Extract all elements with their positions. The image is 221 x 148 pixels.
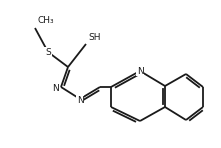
Text: N: N <box>52 83 59 92</box>
Text: SH: SH <box>88 33 101 42</box>
Text: N: N <box>77 95 83 104</box>
Text: N: N <box>137 66 143 75</box>
Text: CH₃: CH₃ <box>37 16 54 25</box>
Text: S: S <box>45 48 51 57</box>
